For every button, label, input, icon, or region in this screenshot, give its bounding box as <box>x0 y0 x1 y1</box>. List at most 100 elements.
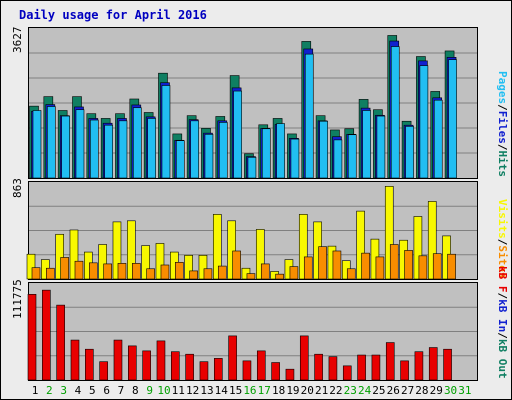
sites-bar-19 <box>289 266 299 280</box>
sites-bar-18 <box>275 273 284 280</box>
x-tick-label: 21 <box>314 384 329 397</box>
kb-bar-27 <box>400 360 409 381</box>
legend-entry: Files <box>496 110 509 144</box>
x-tick-label: 18 <box>271 384 286 397</box>
pages-bar-30 <box>448 59 457 179</box>
sites-bar-27 <box>404 250 413 280</box>
x-tick-label: 8 <box>131 384 139 397</box>
pages-bar-11 <box>176 140 185 179</box>
hits-ymax-label: 3627 <box>11 26 24 54</box>
kb-bar-2 <box>42 289 51 381</box>
sites-bar-12 <box>189 270 198 280</box>
kb-panel <box>27 282 478 381</box>
kb-ymax-label: 111775 <box>11 279 24 319</box>
kb-bar-18 <box>271 362 280 381</box>
pages-bar-12 <box>190 120 199 179</box>
kb-bar-14 <box>213 358 223 381</box>
kb-bar-4 <box>70 339 80 381</box>
sites-bar-24 <box>361 252 370 280</box>
pages-bar-7 <box>118 120 128 179</box>
pages-bar-28 <box>419 65 429 179</box>
kb-bar-20 <box>299 335 309 381</box>
x-tick-label: 20 <box>300 384 314 397</box>
sites-bar-14 <box>217 265 227 280</box>
legend-entry: kB Out <box>496 339 509 379</box>
sites-bar-5 <box>89 262 98 280</box>
sites-bar-1 <box>31 267 41 280</box>
x-tick-label: 25 <box>372 384 386 397</box>
x-tick-label: 30 <box>443 384 458 397</box>
pages-bar-3 <box>61 115 70 179</box>
x-tick-label: 28 <box>415 384 429 397</box>
pages-bar-13 <box>204 134 214 179</box>
kb-bar-17 <box>256 350 266 381</box>
visits-bar-6 <box>98 244 107 280</box>
sites-bar-8 <box>132 263 141 280</box>
hits-chart <box>29 35 477 179</box>
pages-bar-10 <box>161 85 171 179</box>
x-tick-label: 15 <box>228 384 243 397</box>
pages-bar-15 <box>233 90 242 179</box>
kb-bar-8 <box>128 345 137 381</box>
kb-bar-9 <box>142 350 151 381</box>
x-tick-label: 4 <box>74 384 82 397</box>
kb-bar-1 <box>27 294 37 381</box>
pages-bar-2 <box>47 106 56 179</box>
pages-bar-9 <box>147 118 156 179</box>
x-tick-label: 11 <box>171 384 185 397</box>
visits-bar-3 <box>55 233 64 280</box>
x-tick-label: 26 <box>386 384 400 397</box>
visits-bar-28 <box>413 216 423 280</box>
x-tick-label: 27 <box>400 384 415 397</box>
sites-bar-26 <box>389 244 399 280</box>
visits-bar-12 <box>184 254 193 280</box>
x-tick-label: 23 <box>343 384 357 397</box>
kb-bar-7 <box>113 339 123 381</box>
visits-bar-9 <box>141 245 150 280</box>
pages-bar-5 <box>90 119 99 179</box>
visits-bar-24 <box>356 210 365 280</box>
kb-chart <box>27 289 477 381</box>
sites-bar-15 <box>232 250 241 280</box>
pages-bar-8 <box>133 107 142 179</box>
sites-bar-9 <box>146 268 155 280</box>
sites-bar-23 <box>346 268 356 280</box>
pages-bar-17 <box>261 128 271 179</box>
pages-bar-19 <box>290 138 300 179</box>
kb-bar-28 <box>414 351 424 381</box>
kb-bar-24 <box>357 354 366 381</box>
x-tick-label: 31 <box>458 384 472 397</box>
sites-bar-10 <box>160 264 170 280</box>
kb-bar-13 <box>199 361 209 381</box>
kb-bar-22 <box>328 356 338 381</box>
x-tick-label: 7 <box>117 384 125 397</box>
visits-bar-26 <box>384 186 394 280</box>
sites-bar-21 <box>318 246 327 280</box>
pages-bar-26 <box>390 46 400 179</box>
x-tick-label: 9 <box>146 384 153 397</box>
x-tick-label: 13 <box>200 384 214 397</box>
kb-bar-16 <box>242 360 252 381</box>
legend-separator: / <box>496 143 509 151</box>
x-tick-label: 24 <box>357 384 372 397</box>
x-tick-label: 16 <box>243 384 257 397</box>
visits-bar-14 <box>212 214 222 280</box>
hits-legend: Pages/Files/Hits <box>496 71 509 177</box>
sites-bar-6 <box>103 263 112 280</box>
kb-bar-15 <box>228 335 237 381</box>
sites-bar-30 <box>447 253 456 280</box>
pages-bar-16 <box>247 157 257 179</box>
pages-bar-22 <box>333 139 343 179</box>
pages-bar-14 <box>218 122 228 179</box>
sites-bar-20 <box>303 256 313 280</box>
pages-bar-25 <box>376 115 386 179</box>
visits-bar-7 <box>112 221 122 280</box>
x-tick-label: 19 <box>286 384 300 397</box>
legend-entry: Hits <box>496 150 509 178</box>
sites-bar-28 <box>418 255 428 280</box>
x-tick-label: 3 <box>60 384 67 397</box>
kb-bar-19 <box>285 368 295 381</box>
visits-bar-10 <box>155 243 165 280</box>
pages-bar-18 <box>276 123 285 179</box>
